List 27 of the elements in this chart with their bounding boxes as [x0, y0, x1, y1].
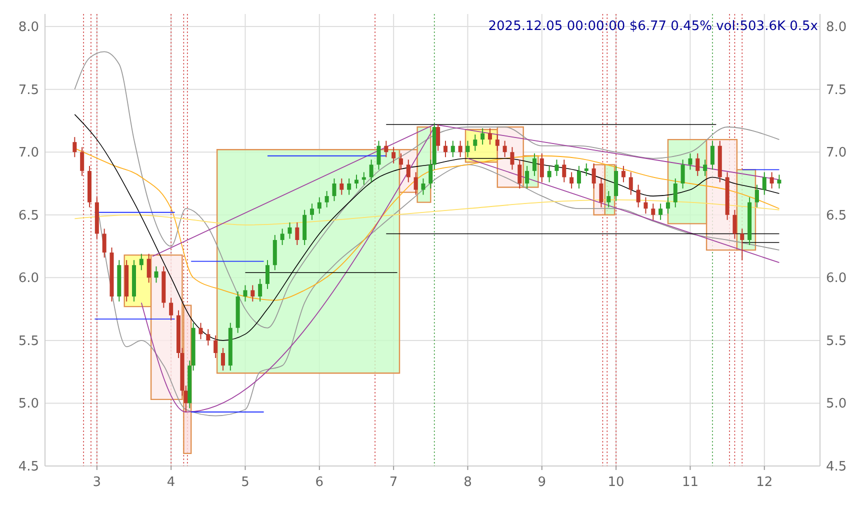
- x-tick-label: 5: [241, 475, 250, 490]
- y2-tick-label: 7.0: [826, 146, 847, 161]
- y2-tick-label: 7.5: [826, 82, 847, 98]
- y2-tick-label: 5.0: [826, 396, 847, 412]
- y-tick-label: 7.5: [18, 82, 39, 98]
- x-tick-label: 12: [756, 475, 773, 490]
- chart-title: 2025.12.05 00:00:00 $6.77 0.45% vol:503.6K 0.5x: [488, 19, 818, 34]
- y-tick-label: 6.0: [18, 271, 39, 286]
- x-tick-label: 3: [92, 475, 102, 490]
- y-tick-label: 5.5: [18, 334, 39, 349]
- y2-tick-label: 6.0: [826, 271, 847, 286]
- y-tick-label: 4.5: [18, 460, 39, 474]
- y2-tick-label: 4.5: [826, 460, 847, 474]
- x-tick-label: 7: [389, 475, 398, 490]
- x-tick-label: 6: [315, 475, 324, 490]
- y-tick-label: 7.0: [18, 146, 39, 161]
- y-tick-label: 6.5: [18, 208, 39, 224]
- y2-tick-label: 6.5: [826, 208, 847, 224]
- y-tick-label: 8.0: [18, 20, 39, 36]
- x-tick-label: 8: [464, 475, 472, 490]
- x-tick-label: 9: [538, 475, 546, 490]
- y2-tick-label: 8.0: [826, 20, 847, 36]
- y2-tick-label: 5.5: [826, 334, 847, 349]
- x-tick-label: 4: [166, 475, 176, 490]
- x-tick-label: 11: [682, 475, 698, 490]
- y-tick-label: 5.0: [18, 396, 39, 412]
- x-tick-label: 10: [608, 475, 624, 490]
